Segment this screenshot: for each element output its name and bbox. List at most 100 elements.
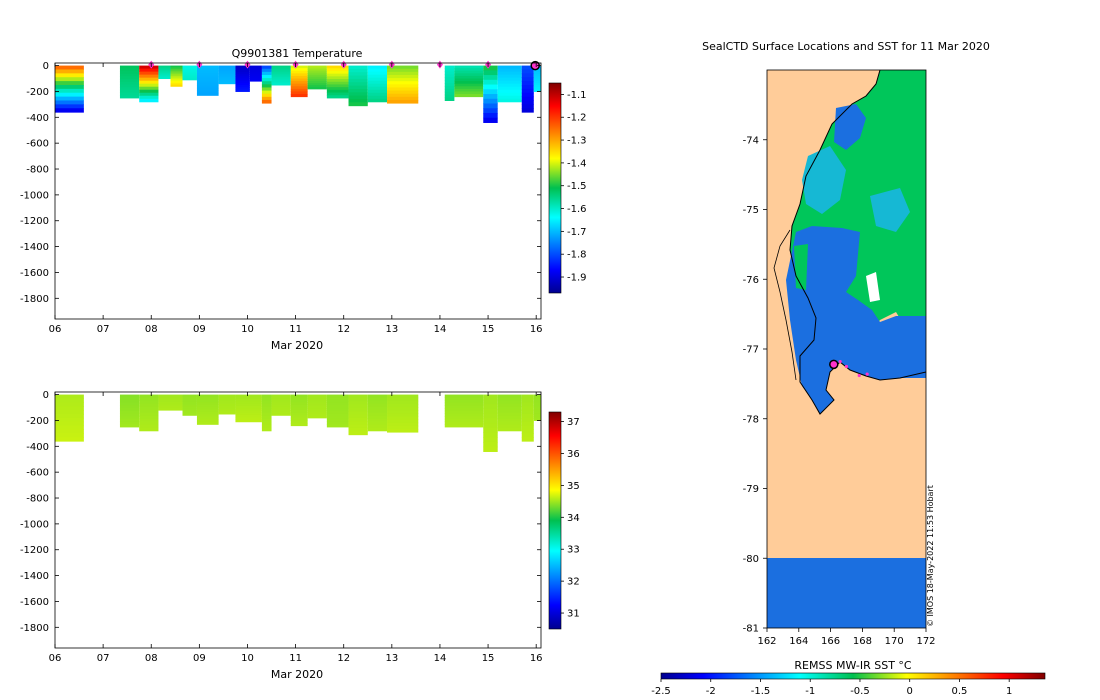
salinity-profile-12-band — [326, 394, 349, 398]
salinity-profile-6-band — [218, 396, 236, 399]
salinity-profile-4-band — [182, 394, 197, 397]
salinity-profile-20-band — [533, 413, 541, 417]
salinity-profile-2-band — [139, 400, 159, 405]
salinity-profile-13-band — [348, 407, 368, 412]
temperature-colorbar-tick-label: -1.2 — [567, 113, 587, 124]
salinity-profile-2-band — [139, 412, 159, 417]
temperature-profile-0-band — [55, 69, 84, 74]
temperature-profile-9-band — [249, 68, 262, 70]
temperature-profile-0-band — [55, 65, 84, 70]
map-x-tick-label: 162 — [757, 636, 776, 647]
salinity-y-tick-label: -1800 — [20, 623, 49, 634]
temperature-profile-3-band — [158, 77, 171, 80]
salinity-profile-15-band — [387, 413, 419, 417]
temperature-profile-10-band — [261, 93, 272, 98]
salinity-profile-14-band — [367, 406, 388, 411]
salinity-profile-6-band — [218, 409, 236, 412]
temperature-profile-11-band — [271, 70, 291, 73]
temperature-y-tick-label: 0 — [43, 61, 49, 72]
salinity-profile-13-band — [348, 421, 368, 426]
temperature-profile-1-band — [119, 89, 140, 94]
temperature-profile-16-band — [367, 71, 388, 76]
temperature-profile-0-band — [55, 84, 84, 90]
sst-colorbar — [660, 672, 1046, 680]
temperature-profile-22-band — [521, 104, 534, 109]
salinity-profile-11-band — [307, 402, 327, 405]
salinity-profile-8-band — [261, 412, 272, 417]
salinity-profile-2-band — [139, 421, 159, 426]
temperature-y-tick-label: -1400 — [20, 242, 49, 253]
map-y-tick-label: -79 — [743, 484, 759, 495]
temperature-profile-14-band — [326, 65, 349, 69]
sst-colorbar-tick-label: 0 — [907, 686, 913, 697]
salinity-y-tick-label: -200 — [26, 416, 49, 427]
seal-locations — [829, 359, 869, 378]
temperature-profile-6-band — [196, 90, 219, 94]
salinity-x-tick-label: 06 — [49, 653, 62, 664]
temperature-profile-6-band — [196, 75, 219, 79]
salinity-profile-1-band — [119, 410, 140, 414]
temperature-profile-19-band — [454, 94, 484, 98]
salinity-profile-11-band — [307, 412, 327, 415]
temperature-profile-6-band — [196, 87, 219, 91]
temperature-axis-ticks: 06 07 08 09 10 11 12 13 14 15 16 0 -200 -400 -600 -800 -… — [20, 61, 543, 335]
salinity-profile-2-band — [139, 424, 159, 429]
temperature-profile-9-band — [249, 79, 262, 82]
salinity-profile-12-band — [326, 413, 349, 417]
salinity-profile-17-band — [483, 399, 498, 405]
salinity-profile-2-band — [139, 403, 159, 408]
salinity-profile-7-band — [235, 396, 262, 400]
salinity-profile-18-band — [497, 406, 522, 411]
temperature-profile-20-band — [483, 112, 498, 119]
salinity-x-tick-label: 13 — [385, 653, 398, 664]
temperature-profile-18-band — [444, 91, 455, 96]
temperature-profile-0-band — [55, 77, 84, 82]
temperature-profile-13-band — [307, 65, 327, 69]
temperature-profile-10-band — [261, 96, 272, 101]
temperature-profile-20-band — [483, 103, 498, 109]
salinity-profile-15-band — [387, 428, 419, 433]
temperature-profile-16-band — [367, 95, 388, 100]
temperature-profile-3-band — [158, 69, 171, 72]
temperature-profile-6-band — [196, 70, 219, 74]
salinity-profile-3-band — [158, 407, 183, 410]
salinity-profile-6-band — [218, 401, 236, 404]
sst-colorbar-tick-label: -1 — [805, 686, 815, 697]
salinity-profile-8-band — [261, 394, 272, 399]
temperature-profile-4-band — [170, 75, 183, 79]
temperature-profile-11-band — [271, 80, 291, 83]
salinity-profile-6-band — [218, 404, 236, 407]
temperature-profile-18-band — [444, 77, 455, 81]
salinity-profile-14-band — [367, 397, 388, 402]
salinity-profile-7-band — [235, 403, 262, 407]
temperature-profile-19-band — [454, 65, 484, 69]
salinity-profile-5-band — [196, 416, 219, 420]
temperature-profile-7-band — [218, 82, 236, 85]
temperature-profile-2-band — [139, 89, 159, 94]
salinity-profile-2-band — [139, 394, 159, 399]
temperature-profile-19-band — [454, 78, 484, 82]
temperature-profile-12-band — [290, 83, 308, 87]
temperature-profile-20-band — [483, 94, 498, 100]
salinity-profile-17-band — [483, 441, 498, 448]
salinity-profile-19-band — [521, 398, 534, 403]
temperature-profile-16-band — [367, 68, 388, 73]
temperature-profile-16-band — [367, 74, 388, 79]
salinity-profile-2-band — [139, 418, 159, 423]
temperature-profile-4-band — [170, 67, 183, 70]
temperature-profile-2-band — [139, 68, 159, 73]
salinity-profile-12-band — [326, 402, 349, 406]
salinity-profile-9-band — [271, 403, 291, 406]
salinity-profile-2-band — [139, 397, 159, 402]
temperature-profile-18-band — [444, 94, 455, 99]
temperature-colorbar-tick-label: -1.1 — [567, 90, 587, 101]
temperature-profile-16-band — [367, 83, 388, 88]
temperature-profile-18-band — [444, 65, 455, 69]
salinity-profile-15-band — [387, 416, 419, 421]
salinity-profile-7-band — [235, 410, 262, 414]
temperature-profile-12-band — [290, 65, 308, 69]
temperature-profile-18-band — [444, 74, 455, 78]
temperature-profile-14-band — [326, 81, 349, 85]
temperature-profile-7-band — [218, 70, 236, 73]
temperature-profile-23-band — [533, 69, 541, 73]
